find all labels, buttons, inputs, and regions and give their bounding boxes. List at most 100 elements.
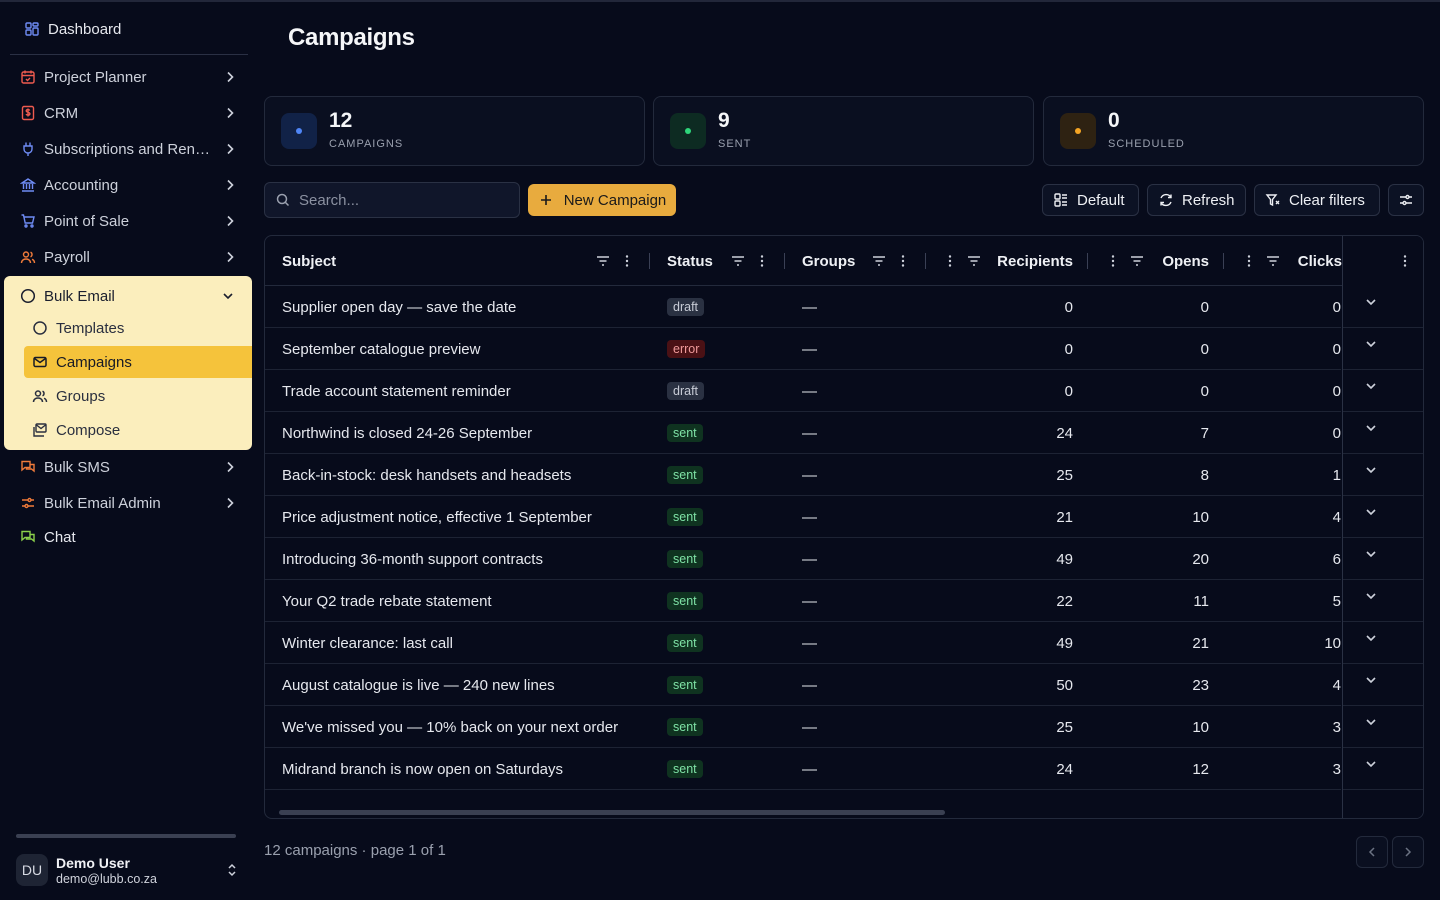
filter-icon[interactable]	[1265, 253, 1281, 269]
chevron-down-icon[interactable]	[1363, 588, 1379, 604]
filter-icon[interactable]	[1129, 253, 1145, 269]
next-page-button[interactable]	[1392, 836, 1424, 868]
sidebar-item-payroll[interactable]: Payroll	[8, 240, 248, 274]
sidebar-item-groups[interactable]: Groups	[24, 380, 252, 412]
cell-subject[interactable]: We've missed you — 10% back on your next…	[282, 718, 619, 736]
chevron-down-icon[interactable]	[1363, 630, 1379, 646]
sidebar-item-bulk-sms[interactable]: Bulk SMS	[8, 450, 248, 484]
cell-subject[interactable]: Trade account statement reminder	[282, 382, 511, 400]
chevron-down-icon[interactable]	[1363, 546, 1379, 562]
prev-page-button[interactable]	[1356, 836, 1388, 868]
chevron-down-icon[interactable]	[1363, 420, 1379, 436]
chevron-down-icon[interactable]	[1363, 714, 1379, 730]
table-row[interactable]: Price adjustment notice, effective 1 Sep…	[265, 496, 1341, 538]
chevron-down-icon[interactable]	[1363, 672, 1379, 688]
column-header-recipients[interactable]: Recipients	[997, 252, 1073, 270]
column-header-opens[interactable]: Opens	[1162, 252, 1209, 270]
sidebar-item-bulk-email[interactable]: Bulk Email	[8, 280, 248, 312]
more-vertical-icon[interactable]	[1241, 253, 1257, 269]
sidebar-item-compose[interactable]: Compose	[24, 414, 252, 446]
column-settings-button[interactable]	[1388, 184, 1424, 216]
table-row[interactable]: Northwind is closed 24-26 September sent…	[265, 412, 1341, 454]
sidebar-item-point-of-sale[interactable]: Point of Sale	[8, 204, 248, 238]
cell-subject[interactable]: Introducing 36-month support contracts	[282, 550, 543, 568]
sidebar-item-label: Campaigns	[56, 353, 132, 371]
column-resizer[interactable]	[1223, 253, 1224, 269]
row-expand-cell	[1343, 328, 1423, 370]
table-row[interactable]: September catalogue preview error — 0 0 …	[265, 328, 1341, 370]
more-vertical-icon[interactable]	[895, 253, 911, 269]
default-view-button[interactable]: Default	[1042, 184, 1139, 216]
column-header-groups[interactable]: Groups	[802, 252, 856, 270]
cell-subject[interactable]: August catalogue is live — 240 new lines	[282, 676, 555, 694]
cell-subject[interactable]: September catalogue preview	[282, 340, 481, 358]
cell-subject[interactable]: Winter clearance: last call	[282, 634, 453, 652]
sidebar-item-accounting[interactable]: Accounting	[8, 168, 248, 202]
column-header-subject[interactable]: Subject	[282, 252, 337, 270]
filter-icon[interactable]	[871, 253, 887, 269]
table-row[interactable]: Introducing 36-month support contracts s…	[265, 538, 1341, 580]
refresh-button[interactable]: Refresh	[1147, 184, 1246, 216]
cell-subject[interactable]: Price adjustment notice, effective 1 Sep…	[282, 508, 592, 526]
column-resizer[interactable]	[1087, 253, 1088, 269]
more-vertical-icon[interactable]	[754, 253, 770, 269]
filter-icon[interactable]	[730, 253, 746, 269]
table-row[interactable]: Winter clearance: last call sent — 49 21…	[265, 622, 1341, 664]
table-row[interactable]: Midrand branch is now open on Saturdays …	[265, 748, 1341, 790]
sidebar-item-templates[interactable]: Templates	[24, 312, 252, 344]
chevron-down-icon[interactable]	[1363, 462, 1379, 478]
chevron-down-icon[interactable]	[1363, 294, 1379, 310]
more-vertical-icon[interactable]	[1105, 253, 1121, 269]
table-row[interactable]: Trade account statement reminder draft —…	[265, 370, 1341, 412]
cell-subject[interactable]: Your Q2 trade rebate statement	[282, 592, 492, 610]
column-header-clicks[interactable]: Clicks	[1297, 252, 1342, 270]
sidebar-item-project-planner[interactable]: Project Planner	[8, 60, 248, 94]
stat-indicator	[281, 113, 317, 149]
cell-subject[interactable]: Northwind is closed 24-26 September	[282, 424, 533, 442]
sidebar-item-subscriptions-and-rent[interactable]: Subscriptions and Rent...	[8, 132, 248, 166]
table-row[interactable]: Back-in-stock: desk handsets and headset…	[265, 454, 1341, 496]
cell-subject[interactable]: Back-in-stock: desk handsets and headset…	[282, 466, 572, 484]
sidebar-item-crm[interactable]: CRM	[8, 96, 248, 130]
sidebar-scrollbar[interactable]	[16, 834, 236, 838]
chevron-right-icon	[218, 249, 242, 265]
table-row[interactable]: August catalogue is live — 240 new lines…	[265, 664, 1341, 706]
sidebar-item-dashboard[interactable]: Dashboard	[8, 12, 248, 46]
cell-subject[interactable]: Supplier open day — save the date	[282, 298, 517, 316]
chevron-down-icon[interactable]	[1363, 378, 1379, 394]
clear-filters-button[interactable]: Clear filters	[1254, 184, 1380, 216]
chat-icon	[20, 529, 36, 545]
column-resizer[interactable]	[649, 253, 650, 269]
user-menu[interactable]: DU Demo User demo@lubb.co.za	[8, 848, 248, 892]
status-badge: sent	[667, 633, 703, 653]
horizontal-scrollbar[interactable]	[279, 810, 945, 815]
row-expand-cell	[1343, 580, 1423, 622]
plug-icon	[20, 141, 36, 157]
cell-opens: 8	[1200, 466, 1209, 484]
more-vertical-icon[interactable]	[619, 253, 635, 269]
cell-subject[interactable]: Midrand branch is now open on Saturdays	[282, 760, 564, 778]
table-row[interactable]: We've missed you — 10% back on your next…	[265, 706, 1341, 748]
filter-icon[interactable]	[595, 253, 611, 269]
chevron-down-icon[interactable]	[1363, 336, 1379, 352]
chevron-down-icon[interactable]	[1363, 756, 1379, 772]
more-vertical-icon[interactable]	[1397, 253, 1413, 269]
cell-clicks: 4	[1332, 676, 1341, 694]
cell-opens: 10	[1192, 718, 1209, 736]
search-input[interactable]	[299, 191, 499, 209]
more-vertical-icon[interactable]	[942, 253, 958, 269]
table-row[interactable]: Your Q2 trade rebate statement sent — 22…	[265, 580, 1341, 622]
column-resizer[interactable]	[925, 253, 926, 269]
new-campaign-button[interactable]: New Campaign	[528, 184, 676, 216]
sidebar-item-campaigns[interactable]: Campaigns	[24, 346, 252, 378]
filter-icon[interactable]	[966, 253, 982, 269]
cell-groups: —	[802, 508, 817, 526]
sidebar-item-bulk-email-admin[interactable]: Bulk Email Admin	[8, 486, 248, 520]
sidebar-item-chat[interactable]: Chat	[8, 520, 248, 554]
column-header-status[interactable]: Status	[667, 252, 713, 270]
table-row[interactable]: Supplier open day — save the date draft …	[265, 286, 1341, 328]
divider	[10, 54, 248, 55]
row-expand-cell	[1343, 538, 1423, 580]
chevron-down-icon[interactable]	[1363, 504, 1379, 520]
column-resizer[interactable]	[784, 253, 785, 269]
